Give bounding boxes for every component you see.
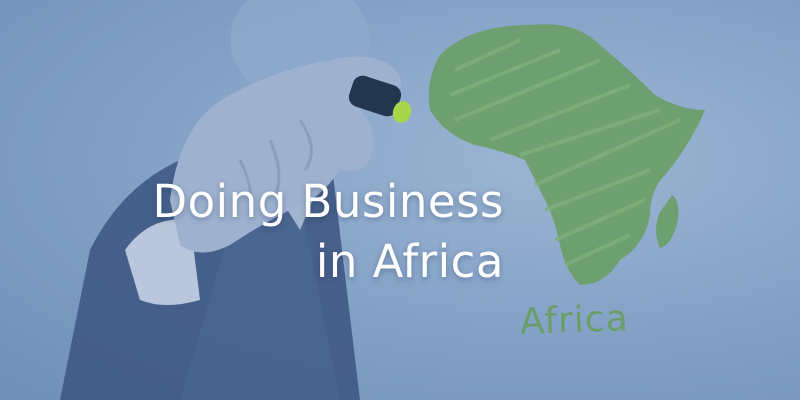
suit-lapel bbox=[180, 200, 340, 400]
headline-line-2: in Africa bbox=[315, 235, 504, 288]
marker-icon bbox=[348, 75, 412, 123]
finger-lines bbox=[238, 119, 313, 216]
africa-map-icon bbox=[428, 24, 705, 286]
map-label: Africa bbox=[519, 298, 630, 343]
headline: Doing Business in Africa bbox=[152, 172, 504, 292]
hand bbox=[170, 56, 402, 253]
headline-line-1: Doing Business bbox=[152, 175, 504, 228]
